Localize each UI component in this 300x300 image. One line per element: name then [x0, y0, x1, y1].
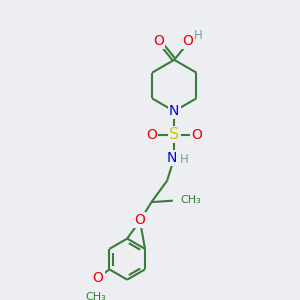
- Text: CH₃: CH₃: [85, 292, 106, 300]
- Text: O: O: [134, 213, 145, 227]
- Text: O: O: [182, 34, 193, 48]
- Text: H: H: [194, 29, 202, 42]
- Text: N: N: [167, 151, 177, 165]
- Text: O: O: [192, 128, 203, 142]
- Text: O: O: [153, 34, 164, 48]
- Text: CH₃: CH₃: [181, 195, 202, 205]
- Text: S: S: [169, 127, 179, 142]
- Text: O: O: [146, 128, 157, 142]
- Text: N: N: [169, 104, 179, 118]
- Text: H: H: [180, 153, 189, 166]
- Text: O: O: [93, 271, 104, 285]
